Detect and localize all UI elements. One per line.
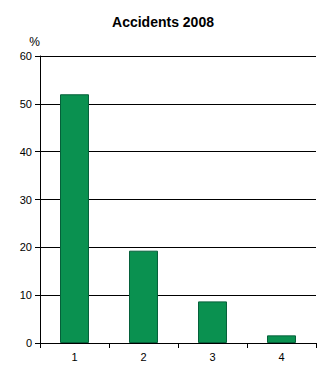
svg-text:3: 3 [209,351,215,363]
svg-text:10: 10 [20,289,32,301]
svg-text:4: 4 [278,351,284,363]
svg-text:1: 1 [71,351,77,363]
svg-text:20: 20 [20,241,32,253]
svg-text:50: 50 [20,98,32,110]
svg-text:40: 40 [20,146,32,158]
svg-text:2: 2 [140,351,146,363]
svg-text:0: 0 [26,337,32,349]
svg-text:60: 60 [20,50,32,62]
svg-text:%: % [29,35,40,49]
svg-text:Accidents 2008: Accidents 2008 [112,14,214,30]
svg-text:30: 30 [20,194,32,206]
